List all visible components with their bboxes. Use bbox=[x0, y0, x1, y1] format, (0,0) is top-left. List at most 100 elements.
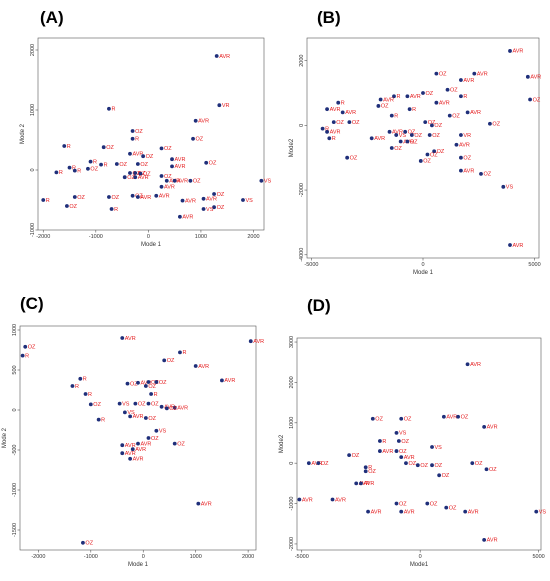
panel-a-letter: (A) bbox=[40, 8, 64, 27]
plot-frame bbox=[296, 337, 542, 551]
data-point-label: R bbox=[114, 207, 118, 213]
data-point-label: OZ bbox=[414, 133, 422, 139]
data-point-label: AVR bbox=[175, 157, 186, 163]
panel-c: (C) -2000 -1000 0 1000 2000 -1500 -1000 -500 0 50… bbox=[0, 288, 275, 576]
data-point-label: OZ bbox=[442, 473, 450, 479]
panel-d: (D) -5000 0 5000 -2000 -1000 0 1000 2000 3000 Mod… bbox=[275, 288, 550, 576]
data-point bbox=[70, 384, 75, 388]
y-axis-label: Mode 2 bbox=[2, 427, 8, 448]
data-point bbox=[430, 463, 434, 468]
data-point-label: AVR bbox=[404, 455, 415, 461]
data-point-label: AVR bbox=[132, 152, 143, 158]
data-point bbox=[430, 123, 434, 128]
y-tick-label: -500 bbox=[12, 444, 18, 455]
data-point bbox=[136, 441, 140, 446]
data-point bbox=[159, 146, 164, 151]
data-point bbox=[327, 136, 332, 141]
data-point bbox=[392, 94, 396, 99]
data-point-label: AVR bbox=[125, 336, 136, 342]
data-point bbox=[427, 133, 432, 137]
y-tick-label: 0 bbox=[30, 168, 36, 171]
data-point bbox=[465, 362, 470, 367]
data-point bbox=[405, 139, 410, 144]
data-point bbox=[159, 174, 164, 178]
data-point-label: OZ bbox=[321, 461, 329, 467]
data-point bbox=[128, 171, 132, 175]
data-point-label: AVR bbox=[182, 215, 193, 221]
data-point bbox=[430, 445, 434, 449]
data-point bbox=[376, 104, 381, 108]
data-point bbox=[459, 133, 463, 137]
data-point-label: AVR bbox=[459, 143, 470, 149]
data-point bbox=[120, 443, 125, 448]
data-point-label: AVR bbox=[446, 415, 457, 421]
y-tick-label: 0 bbox=[289, 462, 295, 465]
data-point bbox=[359, 481, 363, 486]
data-point-label: R bbox=[397, 94, 401, 100]
data-point bbox=[193, 364, 198, 368]
data-point bbox=[72, 195, 77, 199]
data-point bbox=[164, 178, 169, 183]
data-point-label: AVR bbox=[253, 339, 264, 345]
data-point bbox=[331, 120, 336, 125]
data-point bbox=[434, 71, 439, 76]
data-point bbox=[320, 126, 325, 131]
x-tick-label: -1000 bbox=[89, 234, 103, 240]
data-point bbox=[399, 416, 404, 421]
data-point-label: OZ bbox=[151, 436, 159, 442]
data-point-label: OZ bbox=[439, 71, 447, 77]
data-point-label: OZ bbox=[434, 123, 442, 129]
data-point bbox=[107, 106, 111, 111]
data-point-label: OZ bbox=[452, 113, 460, 119]
data-point bbox=[178, 350, 182, 355]
data-point-label: OZ bbox=[375, 417, 383, 423]
data-point-label: AVR bbox=[383, 97, 394, 103]
data-point bbox=[130, 129, 135, 133]
data-point bbox=[407, 107, 412, 112]
data-point-label: OZ bbox=[148, 416, 156, 422]
panel-b: (B) -5000 0 5000 -4000 -2000 0 2000 Mode 1 Mode2… bbox=[275, 0, 550, 288]
data-point-label: OZ bbox=[404, 417, 412, 423]
panel-a: (A) -2000 -1000 0 1000 2000 -1000 0 1000 2000 Mod… bbox=[0, 0, 275, 288]
x-tick-label: -2000 bbox=[31, 554, 45, 560]
data-point-label: AVR bbox=[133, 457, 144, 463]
x-tick-label: 0 bbox=[419, 554, 422, 560]
data-point bbox=[482, 424, 487, 429]
scatter-chart-d: -5000 0 5000 -2000 -1000 0 1000 2000 3000 Mode1 Mo… bbox=[279, 336, 546, 568]
data-point-label: OZ bbox=[148, 384, 156, 390]
data-point bbox=[459, 168, 463, 173]
data-point-label: OZ bbox=[423, 159, 431, 165]
data-point-label: OZ bbox=[533, 97, 541, 103]
data-point bbox=[316, 461, 321, 466]
panel-c-letter: (C) bbox=[20, 294, 44, 313]
data-point-label: AVR bbox=[206, 197, 217, 203]
data-point bbox=[138, 171, 143, 176]
data-point-label: OZ bbox=[93, 402, 101, 408]
data-point-label: OZ bbox=[177, 441, 185, 447]
data-point bbox=[306, 461, 311, 466]
data-point bbox=[214, 54, 219, 58]
data-point bbox=[159, 404, 164, 409]
data-point-label: VS bbox=[399, 133, 407, 139]
data-point-label: OZ bbox=[461, 415, 469, 421]
x-tick-label: -1000 bbox=[84, 554, 98, 560]
data-point bbox=[370, 416, 375, 421]
data-point bbox=[405, 94, 410, 99]
data-point-label: OZ bbox=[430, 501, 438, 507]
data-point-label: OZ bbox=[350, 156, 358, 162]
data-point-label: AVR bbox=[335, 497, 346, 503]
data-point bbox=[423, 120, 428, 125]
x-axis-label: Mode1 bbox=[410, 562, 429, 568]
x-axis-label: Mode 1 bbox=[128, 562, 149, 568]
data-point-label: R bbox=[93, 159, 97, 165]
data-point-label: AVR bbox=[392, 130, 403, 136]
y-tick-label: 500 bbox=[12, 365, 18, 374]
data-point bbox=[170, 164, 174, 169]
data-point bbox=[454, 142, 459, 147]
data-point bbox=[366, 509, 370, 514]
x-axis-label: Mode 1 bbox=[413, 270, 434, 276]
data-point-label: AVR bbox=[330, 107, 341, 113]
y-tick-label: 1000 bbox=[12, 324, 18, 336]
y-tick-label: 1000 bbox=[30, 104, 36, 116]
